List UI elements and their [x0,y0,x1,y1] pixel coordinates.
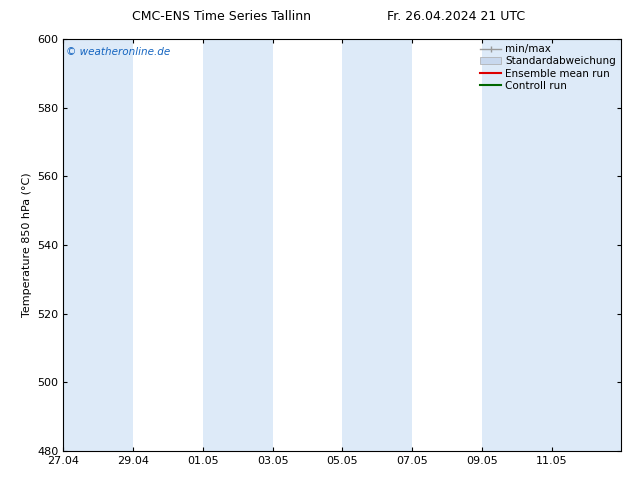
Text: © weatheronline.de: © weatheronline.de [66,48,171,57]
Text: CMC-ENS Time Series Tallinn: CMC-ENS Time Series Tallinn [133,10,311,23]
Bar [203,39,273,451]
Legend: min/max, Standardabweichung, Ensemble mean run, Controll run: min/max, Standardabweichung, Ensemble me… [478,42,618,93]
Text: Fr. 26.04.2024 21 UTC: Fr. 26.04.2024 21 UTC [387,10,526,23]
Y-axis label: Temperature 850 hPa (°C): Temperature 850 hPa (°C) [22,172,32,318]
Bar [63,39,133,451]
Bar [342,39,412,451]
Bar [482,39,621,451]
